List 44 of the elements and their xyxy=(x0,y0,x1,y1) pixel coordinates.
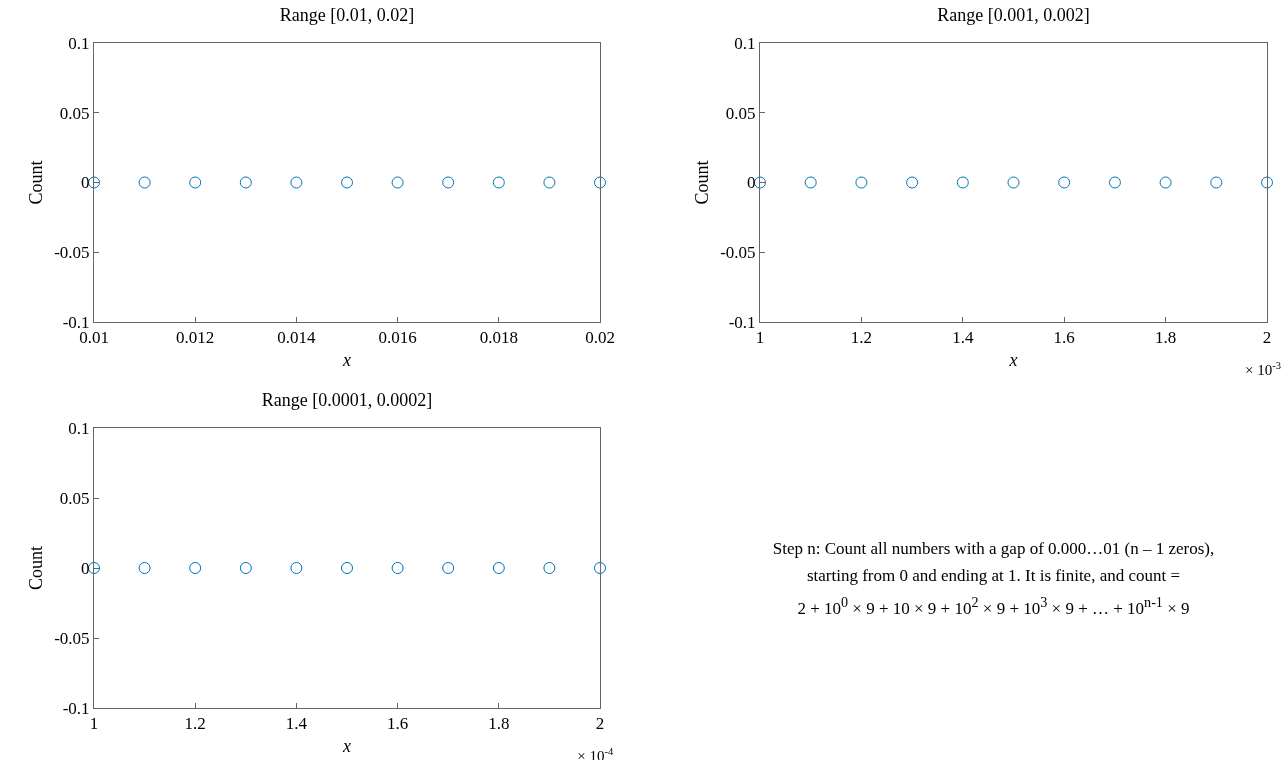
x-axis-title: x xyxy=(1008,349,1018,370)
x-tick-label: 1.4 xyxy=(952,328,974,348)
x-tick-label: 1 xyxy=(755,328,765,348)
y-tick-label: 0.05 xyxy=(725,103,756,123)
x-tick-label: 0.012 xyxy=(176,328,215,348)
x-tick-label: 0.014 xyxy=(277,328,317,348)
y-tick-label: -0.05 xyxy=(54,243,90,263)
y-tick-label: 0.05 xyxy=(59,103,90,123)
x-tick-label: 1.8 xyxy=(1154,328,1177,348)
x-tick-label: 1.8 xyxy=(488,714,510,734)
chart-title: Range [0.0001, 0.0002] xyxy=(261,389,433,410)
x-axis-title: x xyxy=(342,349,351,370)
y-tick-label: 0.1 xyxy=(734,33,756,53)
chart-title: Range [0.001, 0.002] xyxy=(937,4,1090,25)
y-tick-label: 0.1 xyxy=(68,418,90,438)
x-tick-label: 1.6 xyxy=(1053,328,1075,348)
x-tick-label: 1.6 xyxy=(386,714,409,734)
text: × 10$^{-3}$ xyxy=(1245,359,1281,378)
x-tick-label: 1.2 xyxy=(184,714,206,734)
y-tick-label: 0 xyxy=(81,558,90,578)
y-tick-label: -0.1 xyxy=(728,312,756,332)
y-tick-label: -0.1 xyxy=(62,698,90,718)
y-axis-title: Count xyxy=(26,160,47,205)
x-tick-label: 0.016 xyxy=(378,328,417,348)
text: 2 + 10$^{0}$ × 9 + 10 × 9 + 10$^{2}$ × 9 + 10$^{3}$ × 9 + … + 10$^{n-1}$ × 9 xyxy=(797,594,1190,618)
x-tick-label: 1 xyxy=(89,714,99,734)
y-axis-title: Count xyxy=(26,545,47,591)
y-tick-label: -0.05 xyxy=(720,243,756,263)
y-tick-label: -0.05 xyxy=(54,628,90,648)
y-axis-title: Count xyxy=(692,160,713,205)
y-tick-label: 0.1 xyxy=(68,33,90,53)
text: Step n: Count all numbers with a gap of 0.000…01 (n – 1 zeros), xyxy=(771,538,1216,560)
x-tick-label: 0.018 xyxy=(479,328,518,348)
x-tick-label: 1.2 xyxy=(850,328,873,348)
x-tick-label: 1.4 xyxy=(285,714,308,734)
text: starting from 0 and ending at 1. It is finite, and count = xyxy=(805,565,1182,587)
y-tick-label: 0 xyxy=(81,173,90,193)
x-tick-label: 2 xyxy=(1262,328,1272,348)
x-tick-label: 2 xyxy=(595,714,605,734)
x-tick-label: 0.02 xyxy=(585,328,615,348)
x-axis-title: x xyxy=(342,735,351,756)
chart-title: Range [0.01, 0.02] xyxy=(279,4,415,25)
y-tick-label: 0 xyxy=(747,173,756,193)
y-tick-label: 0.05 xyxy=(59,488,90,508)
